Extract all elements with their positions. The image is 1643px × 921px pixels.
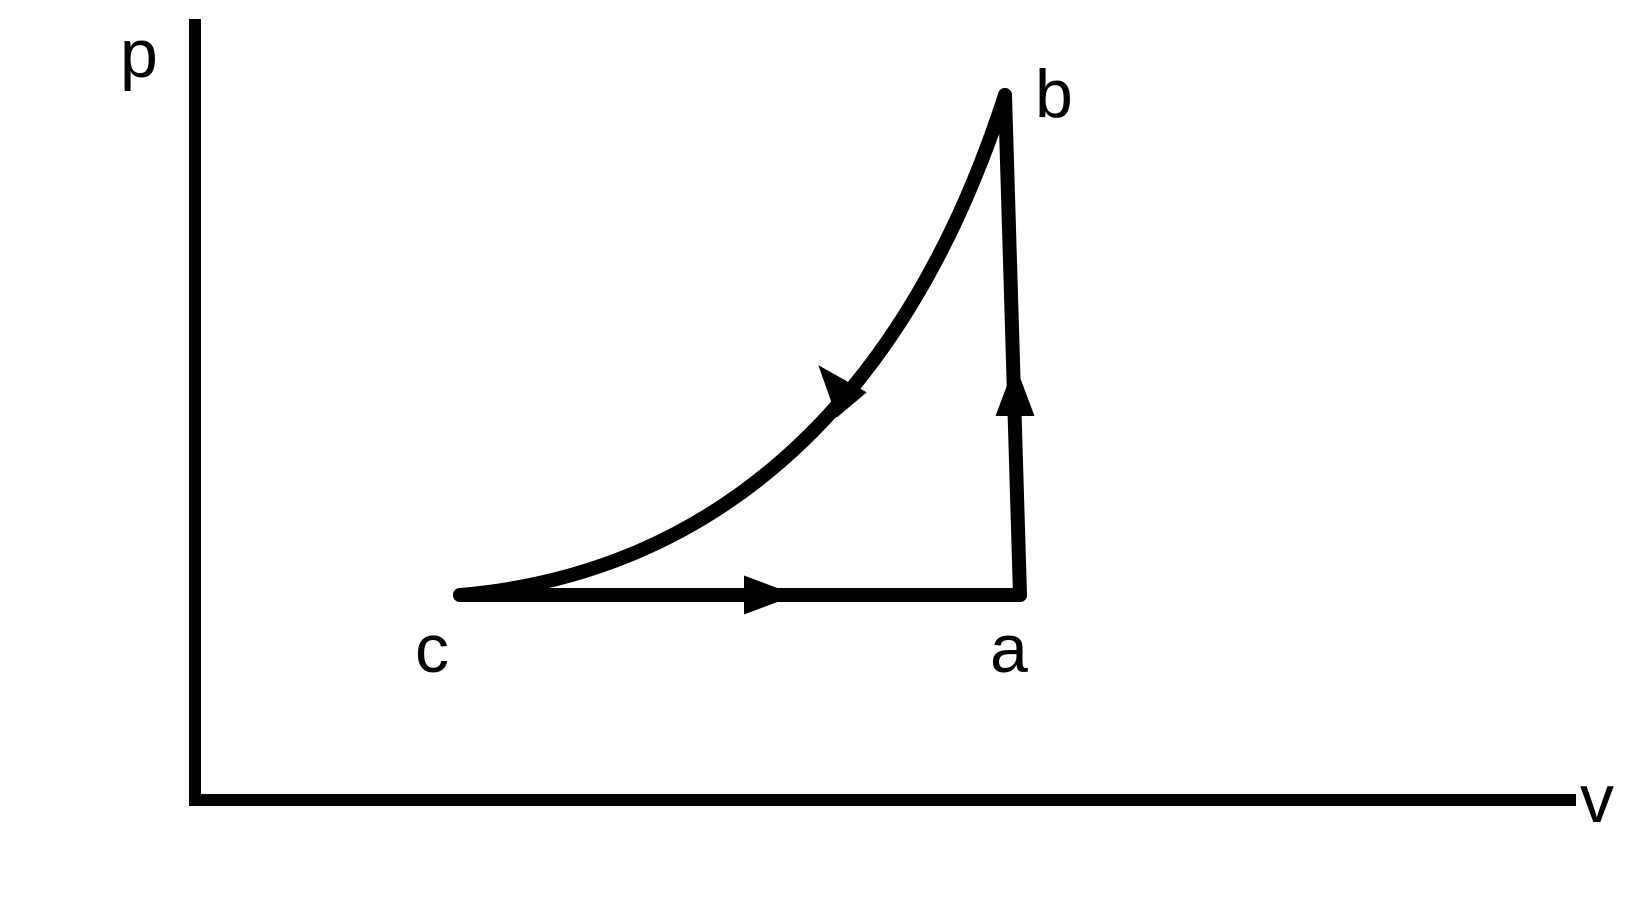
point-a-label: a	[990, 610, 1028, 688]
pv-diagram: p v a b c	[0, 0, 1643, 921]
chart-canvas	[0, 0, 1643, 921]
x-axis-label: v	[1580, 760, 1614, 838]
point-b-label: b	[1035, 55, 1073, 133]
y-axis-label: p	[120, 15, 158, 93]
point-c-label: c	[415, 610, 449, 688]
